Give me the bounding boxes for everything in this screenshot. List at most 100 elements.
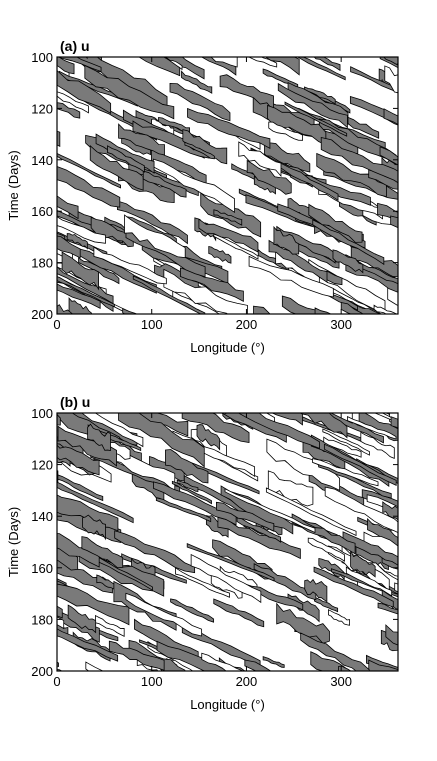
contour-region — [114, 530, 196, 574]
contour-region — [394, 379, 437, 405]
contour-region — [170, 598, 215, 623]
contour-region — [402, 532, 431, 550]
contour-region — [1, 655, 34, 685]
y-tick-label: 120 — [31, 101, 53, 116]
contour-region — [316, 152, 387, 198]
contour-region — [216, 501, 275, 532]
contour-region — [152, 158, 235, 213]
contour-region — [57, 661, 59, 668]
contour-region — [420, 437, 437, 462]
contour-region — [375, 374, 437, 412]
contour-region — [66, 233, 88, 250]
y-tick-label: 160 — [31, 204, 53, 219]
contour-region — [213, 598, 265, 628]
contour-region — [0, 437, 22, 463]
contour-region — [248, 57, 278, 68]
contour-region — [264, 336, 340, 387]
contour-region — [244, 659, 272, 671]
contour-region — [268, 57, 281, 61]
contour-region — [175, 567, 230, 598]
contour-region — [190, 553, 262, 604]
contour-region — [57, 130, 61, 147]
contour-region — [312, 458, 379, 487]
contour-region — [397, 417, 398, 426]
contour-region — [381, 334, 437, 380]
contour-region — [57, 481, 134, 524]
contour-region — [117, 200, 188, 245]
contour-region — [57, 425, 117, 467]
contour-region — [57, 235, 81, 259]
contour-region — [423, 235, 437, 276]
contour-region — [281, 706, 355, 737]
contour-region — [431, 95, 437, 128]
contour-region — [317, 323, 392, 367]
contour-region — [403, 62, 437, 107]
contour-region — [0, 597, 32, 632]
contour-field — [0, 370, 437, 737]
contour-region — [330, 413, 353, 424]
contour-region — [118, 123, 165, 156]
contour-region — [296, 331, 344, 360]
contour-region — [416, 485, 437, 531]
contour-region — [142, 170, 187, 198]
contour-region — [390, 416, 398, 429]
contour-region — [11, 381, 59, 409]
contour-region — [299, 385, 331, 407]
contour-region — [312, 219, 385, 266]
contour-region — [82, 514, 106, 541]
contour-region — [176, 479, 199, 493]
contour-region — [308, 203, 363, 243]
contour-region — [377, 602, 398, 615]
contour-region — [208, 246, 232, 264]
contour-region — [57, 609, 59, 614]
contour-region — [385, 624, 398, 646]
contour-region — [312, 389, 339, 412]
contour-region — [61, 251, 99, 291]
y-tick-label: 200 — [31, 664, 53, 679]
contour-region — [350, 66, 398, 94]
contour-region — [424, 185, 437, 241]
contour-region — [403, 476, 437, 518]
contour-region — [213, 209, 243, 226]
contour-region — [281, 295, 321, 314]
contour-region — [345, 13, 416, 60]
contour-region — [125, 592, 203, 637]
contour-region — [165, 449, 209, 484]
contour-region — [0, 675, 58, 714]
contour-field — [0, 13, 437, 387]
contour-region — [251, 376, 288, 408]
y-tick-label: 180 — [31, 612, 53, 627]
contour-region — [379, 146, 398, 166]
chart-title: (b) u — [60, 394, 90, 410]
contour-region — [24, 173, 52, 196]
contour-region — [332, 249, 364, 274]
contour-region — [2, 591, 34, 617]
contour-region — [0, 370, 39, 405]
contour-region — [181, 413, 250, 444]
y-tick-label: 160 — [31, 561, 53, 576]
contour-region — [122, 307, 138, 314]
contour-region — [390, 340, 433, 370]
contour-region — [238, 141, 282, 178]
contour-region — [360, 431, 395, 460]
contour-region — [428, 545, 437, 580]
contour-region — [57, 474, 104, 502]
x-tick-label: 200 — [236, 317, 258, 332]
contour-region — [25, 330, 88, 369]
contour-region — [313, 566, 394, 608]
chart-title: (a) u — [60, 38, 90, 54]
contour-region — [57, 102, 81, 119]
contour-region — [89, 144, 144, 191]
contour-region — [0, 151, 2, 165]
contour-region — [408, 318, 437, 355]
contour-region — [57, 533, 100, 568]
contour-region — [368, 659, 398, 671]
y-tick-label: 180 — [31, 256, 53, 271]
contour-region — [80, 413, 144, 448]
contour-region — [390, 215, 398, 229]
contour-region — [419, 300, 437, 358]
contour-region — [57, 91, 89, 114]
contour-region — [320, 137, 398, 184]
contour-region — [262, 655, 285, 668]
contour-region — [404, 109, 437, 149]
